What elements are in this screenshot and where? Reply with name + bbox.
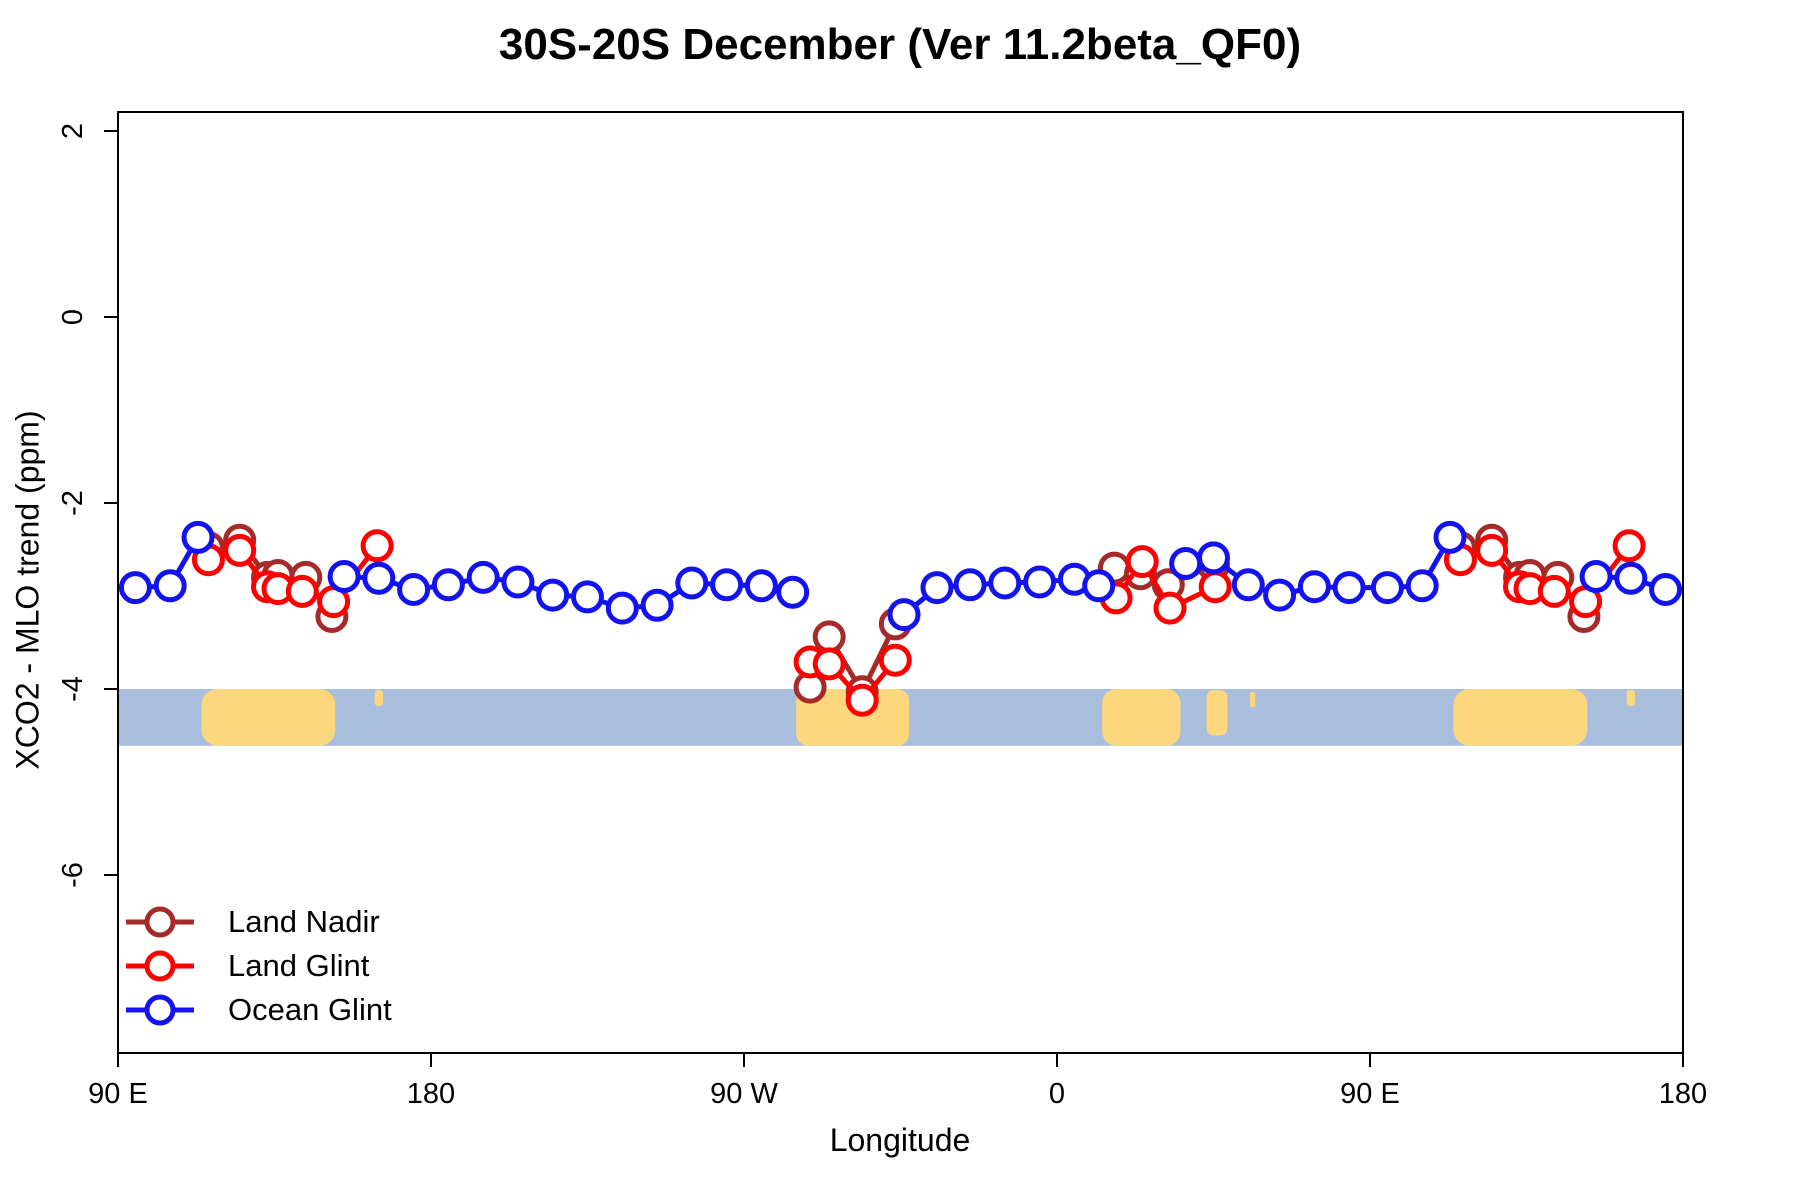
series-point-ocean-glint xyxy=(744,569,778,603)
map-band-land-madagascar xyxy=(1206,690,1228,736)
map-band-land-africa xyxy=(1102,689,1181,746)
series-point-land-glint xyxy=(812,647,846,681)
series-point-ocean-glint xyxy=(1231,568,1265,602)
legend-entry-land-glint: Land Glint xyxy=(124,944,392,988)
legend-marker-land-glint xyxy=(126,950,194,982)
x-tick-label: 180 xyxy=(407,1078,455,1110)
series-ocean-glint xyxy=(118,520,1683,632)
map-band-land-australia xyxy=(201,689,336,746)
series-point-land-glint xyxy=(845,683,879,717)
map-band xyxy=(118,689,1683,746)
series-point-ocean-glint xyxy=(1197,541,1230,575)
y-tick-label: -2 xyxy=(57,490,89,516)
y-tick-label: -4 xyxy=(57,676,89,702)
legend-label-land-glint: Land Glint xyxy=(228,948,370,983)
legend: Land Nadir Land Glint Ocean Glint xyxy=(124,900,392,1032)
series-point-land-glint xyxy=(223,533,257,567)
x-axis: 90 E 180 90 W 0 90 E 180 xyxy=(88,1053,1707,1110)
series-point-ocean-glint xyxy=(920,571,954,605)
series-point-ocean-glint xyxy=(1433,520,1467,554)
series-point-ocean-glint xyxy=(887,598,921,632)
legend-entry-land-nadir: Land Nadir xyxy=(124,900,392,944)
series-point-land-glint xyxy=(1537,574,1571,608)
series-point-ocean-glint xyxy=(710,568,744,602)
legend-entry-ocean-glint: Ocean Glint xyxy=(124,988,392,1032)
series-point-ocean-glint xyxy=(776,575,810,609)
series-point-land-glint xyxy=(1153,591,1187,625)
y-axis: 2 0 -2 -4 -6 xyxy=(57,123,118,888)
series-point-ocean-glint xyxy=(1370,571,1404,605)
series-point-ocean-glint xyxy=(1614,561,1648,595)
series-line-land-glint xyxy=(1113,557,1218,612)
map-band-land-new-caledonia xyxy=(1626,690,1636,707)
series-point-ocean-glint xyxy=(327,560,361,593)
series-point-land-glint xyxy=(1198,570,1232,604)
series-point-land-glint xyxy=(1125,545,1159,579)
series-point-ocean-glint xyxy=(1297,570,1331,604)
series-point-ocean-glint xyxy=(501,565,535,599)
series-land-glint xyxy=(191,529,1646,717)
series-point-ocean-glint xyxy=(1169,547,1203,580)
series-point-ocean-glint xyxy=(118,571,152,605)
series-point-ocean-glint xyxy=(1023,565,1057,599)
series-point-ocean-glint xyxy=(466,560,500,594)
series-point-land-glint xyxy=(360,529,394,563)
series-point-ocean-glint xyxy=(153,569,187,603)
series-point-land-glint xyxy=(1612,529,1646,563)
y-tick-label: -6 xyxy=(57,862,89,888)
x-tick-label: 90 E xyxy=(88,1078,148,1110)
series-point-ocean-glint xyxy=(605,591,639,625)
series-point-ocean-glint xyxy=(1263,578,1297,612)
series-point-ocean-glint xyxy=(397,573,431,606)
legend-marker-land-nadir xyxy=(126,906,194,938)
map-band-land-south-america xyxy=(796,689,910,746)
x-tick-label: 90 E xyxy=(1340,1078,1400,1110)
series-point-ocean-glint xyxy=(181,520,215,554)
map-band-land-mauritius xyxy=(1250,691,1256,708)
x-axis-label: Longitude xyxy=(829,1122,971,1158)
series-point-ocean-glint xyxy=(1405,569,1439,603)
series-point-ocean-glint xyxy=(1332,571,1366,605)
map-band-land-australia xyxy=(1453,689,1588,746)
series-point-land-glint xyxy=(285,574,319,608)
series-point-ocean-glint xyxy=(431,568,465,602)
series-point-ocean-glint xyxy=(1649,573,1683,606)
series-point-ocean-glint xyxy=(953,568,987,602)
plot-box xyxy=(117,111,1684,1054)
legend-label-land-nadir: Land Nadir xyxy=(228,904,380,939)
series-point-ocean-glint xyxy=(571,580,604,614)
series-point-ocean-glint xyxy=(988,566,1022,600)
series-point-land-glint xyxy=(1475,533,1509,567)
chart-title: 30S-20S December (Ver 11.2beta_QF0) xyxy=(498,20,1302,69)
x-tick-label: 0 xyxy=(1049,1078,1065,1110)
legend-marker-ocean-glint xyxy=(126,994,194,1026)
series-point-ocean-glint xyxy=(640,588,674,622)
x-tick-label: 90 W xyxy=(710,1078,778,1110)
series-point-land-glint xyxy=(878,643,912,677)
series-point-ocean-glint xyxy=(675,566,709,600)
y-tick-label: 0 xyxy=(57,309,89,325)
y-tick-label: 2 xyxy=(57,123,89,139)
series-point-ocean-glint xyxy=(536,578,570,612)
series-point-ocean-glint xyxy=(1082,569,1116,603)
x-tick-label: 180 xyxy=(1659,1078,1707,1110)
map-band-land-new-caledonia xyxy=(374,690,384,707)
series-point-ocean-glint xyxy=(362,561,396,595)
series-point-land-nadir xyxy=(812,620,846,654)
legend-label-ocean-glint: Ocean Glint xyxy=(228,992,392,1027)
series-point-ocean-glint xyxy=(1579,560,1613,593)
